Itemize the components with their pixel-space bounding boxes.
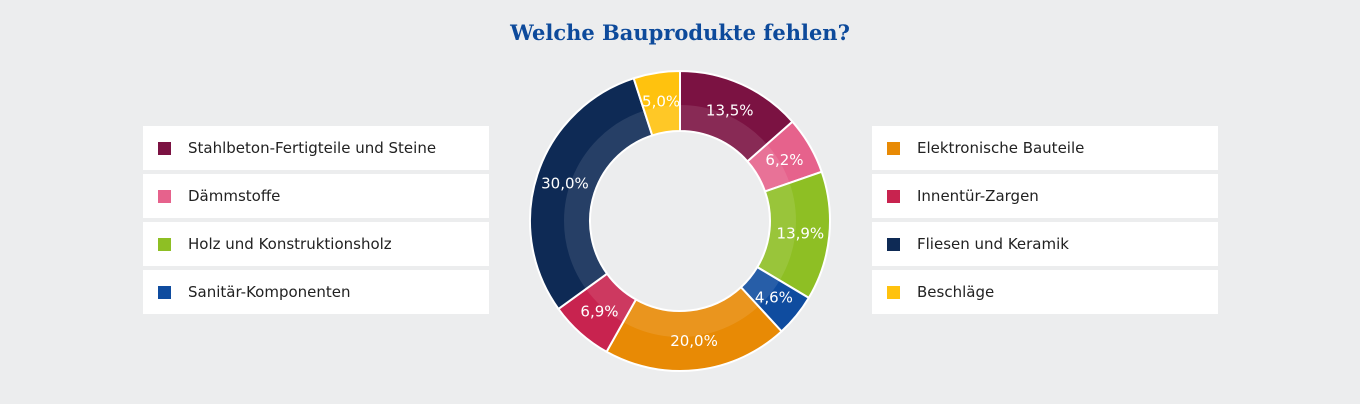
legend-label: Fliesen und Keramik	[917, 235, 1069, 253]
legend-label: Sanitär-Komponenten	[188, 283, 351, 301]
legend-label: Holz und Konstruktionsholz	[188, 235, 392, 253]
donut-inner-shadow	[564, 105, 796, 337]
legend-swatch	[158, 285, 171, 299]
slice-fliesen-und-keramik	[529, 77, 654, 311]
slice-label-beschlaege: 5,0%	[642, 92, 680, 110]
legend-swatch	[887, 189, 900, 203]
legend-swatch	[158, 189, 171, 203]
legend-label: Elektronische Bauteile	[917, 139, 1085, 157]
legend-item-sanitaer-komponenten: Sanitär-Komponenten	[143, 270, 489, 314]
legend-swatch	[887, 237, 900, 251]
slice-label-sanitaer-komponenten: 4,6%	[755, 288, 793, 306]
slice-label-stahlbeton-fertigteile-und-steine: 13,5%	[706, 102, 754, 120]
legend-item-beschlaege: Beschläge	[872, 270, 1218, 314]
legend-label: Innentür-Zargen	[917, 187, 1039, 205]
legend-item-holz-und-konstruktionsholz: Holz und Konstruktionsholz	[143, 222, 489, 266]
legend-item-daemmstoffe: Dämmstoffe	[143, 174, 489, 218]
slice-label-innentuer-zargen: 6,9%	[580, 302, 618, 320]
legend-swatch	[887, 285, 900, 299]
legend-item-stahlbeton-fertigteile-und-steine: Stahlbeton-Fertigteile und Steine	[143, 126, 489, 170]
chart-title: Welche Bauprodukte fehlen?	[510, 20, 850, 45]
legend-swatch	[887, 141, 900, 155]
slice-label-fliesen-und-keramik: 30,0%	[541, 174, 589, 192]
slice-label-elektronische-bauteile: 20,0%	[670, 332, 718, 350]
legend-item-fliesen-und-keramik: Fliesen und Keramik	[872, 222, 1218, 266]
legend-swatch	[158, 237, 171, 251]
legend-swatch	[158, 141, 171, 155]
slice-beschlaege	[632, 69, 681, 137]
slice-labels: 13,5% 6,2% 13,9% 4,6% 20,0% 6,9% 30,0% 5,0%	[541, 92, 824, 350]
legend-label: Beschläge	[917, 283, 995, 301]
legend-label: Stahlbeton-Fertigteile und Steine	[188, 139, 437, 157]
donut-slices	[529, 69, 831, 372]
slice-label-daemmstoffe: 6,2%	[765, 151, 803, 169]
legend-label: Dämmstoffe	[188, 187, 281, 205]
legend-item-innentuer-zargen: Innentür-Zargen	[872, 174, 1218, 218]
slice-label-holz-und-konstruktionsholz: 13,9%	[777, 224, 825, 242]
legend-item-elektronische-bauteile: Elektronische Bauteile	[872, 126, 1218, 170]
